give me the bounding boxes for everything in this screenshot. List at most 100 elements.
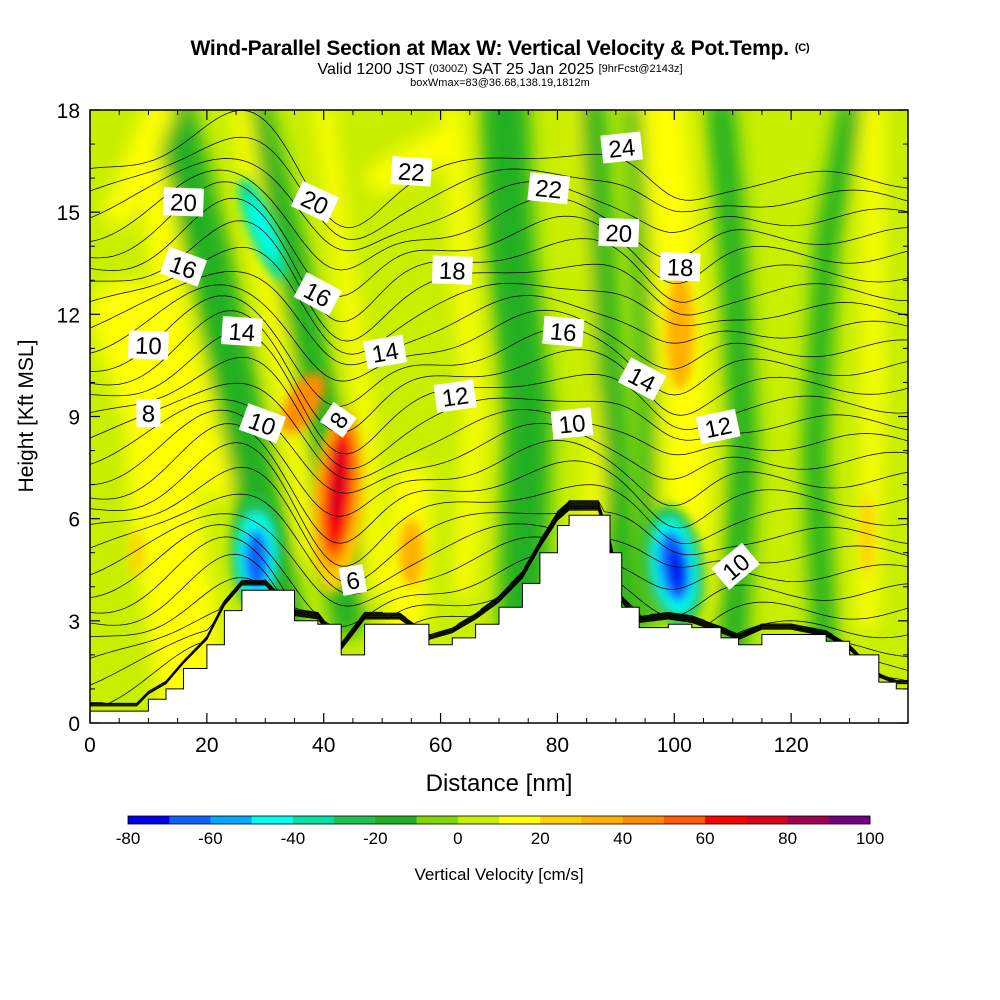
theta-contour bbox=[90, 409, 908, 517]
contour-label-text: 14 bbox=[228, 318, 257, 347]
theta-contour bbox=[90, 310, 908, 434]
y-tick-label: 12 bbox=[57, 304, 80, 327]
colorbar-swatch bbox=[210, 816, 253, 824]
contour-label-box bbox=[390, 155, 433, 187]
contour-label-box bbox=[290, 180, 340, 224]
colorbar-frame bbox=[127, 815, 871, 825]
velocity-core bbox=[860, 495, 875, 576]
colorbar-swatch bbox=[787, 816, 830, 824]
colorbar-swatch bbox=[581, 816, 624, 824]
contour-label: 14 bbox=[617, 357, 667, 401]
contour-label-text: 24 bbox=[607, 134, 636, 164]
y-tick-label: 15 bbox=[57, 202, 80, 225]
theta-contour bbox=[90, 501, 908, 607]
colorbar-tick-label: -60 bbox=[198, 829, 223, 848]
theta-contour bbox=[90, 271, 908, 366]
axes: 0 20 40 60 80 100 120 0 3 6 9 12 15 18 Distance [nm] He… bbox=[15, 100, 908, 797]
contour-label: 10 bbox=[550, 407, 594, 440]
y-tick-label: 3 bbox=[68, 611, 80, 634]
theta-contour bbox=[90, 399, 908, 494]
colorbar-tick-label: 40 bbox=[613, 829, 632, 848]
contour-label-box bbox=[433, 379, 477, 413]
valid-time-line: Valid 1200 JST (0300Z) SAT 25 Jan 2025 [… bbox=[0, 61, 1000, 79]
contour-label-text: 20 bbox=[170, 189, 198, 217]
contour-label-box bbox=[600, 131, 644, 164]
colorbar-swatch bbox=[416, 816, 459, 824]
theta-contour bbox=[90, 423, 908, 544]
contour-label-box bbox=[362, 334, 408, 370]
contour-label: 22 bbox=[390, 155, 433, 187]
x-tick-label: 0 bbox=[84, 734, 96, 757]
x-tick-label: 40 bbox=[312, 734, 335, 757]
theta-contour bbox=[90, 508, 908, 705]
theta-contour bbox=[90, 181, 908, 297]
x-tick-label: 20 bbox=[195, 734, 218, 757]
contour-label: 6 bbox=[338, 564, 368, 596]
contour-label-text: 18 bbox=[438, 258, 466, 286]
x-tick-label: 60 bbox=[429, 734, 452, 757]
contour-label: 18 bbox=[659, 252, 701, 282]
contour-label-text: 12 bbox=[440, 382, 470, 412]
x-tick-label: 120 bbox=[774, 734, 809, 757]
forecast-info: [9hrFcst@2143z] bbox=[598, 63, 683, 75]
colorbar-swatch bbox=[292, 816, 335, 824]
y-tick-label: 6 bbox=[68, 509, 80, 532]
contour-label: 14 bbox=[362, 334, 408, 370]
y-tick-label: 9 bbox=[68, 407, 80, 430]
contour-label-box bbox=[220, 316, 263, 347]
boxwmax-line: boxWmax=83@36.68,138.19,1812m bbox=[410, 77, 590, 89]
theta-contour bbox=[90, 284, 908, 382]
colorbar-tick-label: 0 bbox=[453, 829, 462, 848]
velocity-band bbox=[90, 279, 231, 723]
velocity-band bbox=[104, 110, 176, 228]
colorbar-swatch bbox=[663, 816, 706, 824]
theta-contour bbox=[90, 493, 908, 595]
theta-contour bbox=[90, 466, 908, 584]
theta-contour bbox=[90, 110, 908, 229]
theta-contour bbox=[90, 507, 908, 704]
velocity-band bbox=[480, 110, 553, 645]
colorbar-swatch bbox=[540, 816, 582, 824]
colorbar-swatch bbox=[622, 816, 665, 824]
contour-label: 12 bbox=[695, 408, 741, 445]
contour-label-box bbox=[163, 187, 204, 217]
theta-contour bbox=[90, 504, 908, 657]
colorbar-tick-label: 100 bbox=[856, 829, 884, 848]
y-tick-label: 18 bbox=[57, 100, 80, 123]
contour-label-box bbox=[238, 403, 286, 444]
theta-contour bbox=[90, 136, 908, 240]
contour-label-box bbox=[159, 246, 208, 287]
theta-contour bbox=[90, 502, 908, 628]
contour-label-box bbox=[319, 402, 357, 438]
contour-label-text: 10 bbox=[135, 333, 163, 361]
theta-contour bbox=[90, 502, 908, 644]
theta-contour bbox=[90, 246, 908, 355]
velocity-core bbox=[244, 529, 269, 590]
contour-label-box bbox=[431, 255, 473, 285]
colorbar-swatch bbox=[334, 816, 376, 824]
valid-prefix: Valid 1200 JST bbox=[317, 61, 425, 78]
contour-label: 10 bbox=[127, 330, 169, 361]
colorbar-swatch bbox=[705, 816, 747, 824]
colorbar: -80 -60 -40 -20 0 20 40 60 80 100 Vertical Velocit… bbox=[116, 815, 884, 884]
terrain-profile bbox=[89, 514, 909, 724]
velocity-core bbox=[399, 518, 424, 587]
colorbar-tick-label: 60 bbox=[696, 829, 715, 848]
valid-utc: (0300Z) bbox=[428, 63, 468, 75]
contour-label-box bbox=[293, 272, 343, 316]
colorbar-tick-label: -20 bbox=[363, 829, 388, 848]
colorbar-swatch bbox=[828, 816, 871, 824]
field-cores bbox=[129, 177, 875, 628]
colorbar-swatch bbox=[128, 816, 170, 824]
contour-label: 16 bbox=[542, 315, 585, 348]
theta-contour bbox=[90, 509, 908, 706]
contour-label: 16 bbox=[159, 246, 208, 287]
theta-contour bbox=[90, 509, 908, 707]
theta-contour bbox=[90, 503, 908, 645]
chart-title-text: Wind-Parallel Section at Max W: Vertical… bbox=[190, 37, 790, 60]
contour-label: 12 bbox=[433, 379, 477, 413]
contour-label-text: 18 bbox=[666, 254, 694, 282]
contour-label-box bbox=[711, 542, 760, 590]
chart-title: Wind-Parallel Section at Max W: Vertical… bbox=[0, 37, 1000, 61]
velocity-core bbox=[666, 273, 695, 390]
